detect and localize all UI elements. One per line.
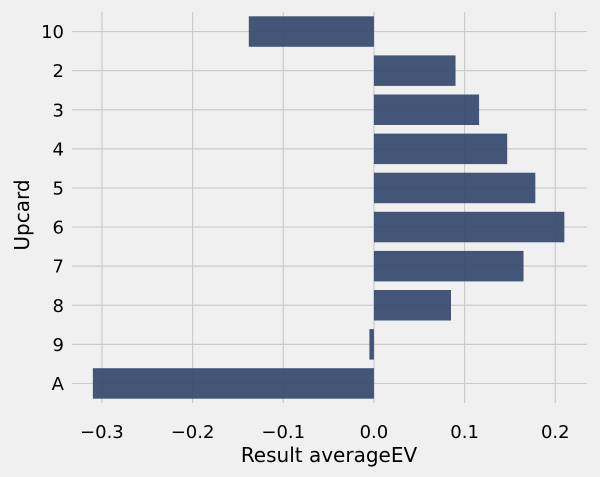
x-tick-label: −0.1 bbox=[261, 422, 305, 443]
x-tick-label: −0.3 bbox=[80, 422, 124, 443]
x-axis-title: Result averageEV bbox=[241, 443, 418, 467]
y-tick-label: 6 bbox=[53, 218, 64, 239]
grid-lines bbox=[72, 12, 587, 403]
bar-5 bbox=[373, 172, 536, 204]
y-tick-label: 4 bbox=[53, 139, 64, 160]
bar-4 bbox=[373, 133, 508, 165]
x-tick-label: −0.2 bbox=[171, 422, 215, 443]
bar-8 bbox=[373, 290, 451, 321]
y-tick-label: 7 bbox=[53, 257, 64, 278]
y-tick-label: 10 bbox=[41, 22, 64, 43]
y-tick-label: 8 bbox=[53, 296, 64, 317]
bar-6 bbox=[373, 211, 565, 243]
y-axis-title: Upcard bbox=[10, 179, 34, 250]
x-tick-label: 0.1 bbox=[450, 422, 479, 443]
x-tick-label: 0.2 bbox=[541, 422, 570, 443]
bar-A bbox=[92, 368, 374, 399]
x-tick-labels: −0.3 −0.2 −0.1 0.0 0.1 0.2 bbox=[80, 422, 570, 443]
bar-3 bbox=[373, 94, 480, 125]
bar-10 bbox=[248, 16, 374, 47]
bar-9 bbox=[369, 329, 374, 360]
y-tick-labels: 10 2 3 4 5 6 7 8 9 A bbox=[41, 22, 65, 395]
x-tick-label: 0.0 bbox=[360, 422, 389, 443]
y-tick-label: 9 bbox=[53, 335, 64, 356]
y-tick-label: 5 bbox=[53, 178, 64, 199]
y-tick-label: 3 bbox=[53, 100, 64, 121]
y-tick-label: 2 bbox=[53, 61, 64, 82]
y-tick-label: A bbox=[52, 374, 65, 395]
bars bbox=[92, 16, 565, 399]
bar-7 bbox=[373, 250, 524, 282]
bar-2 bbox=[373, 55, 456, 86]
